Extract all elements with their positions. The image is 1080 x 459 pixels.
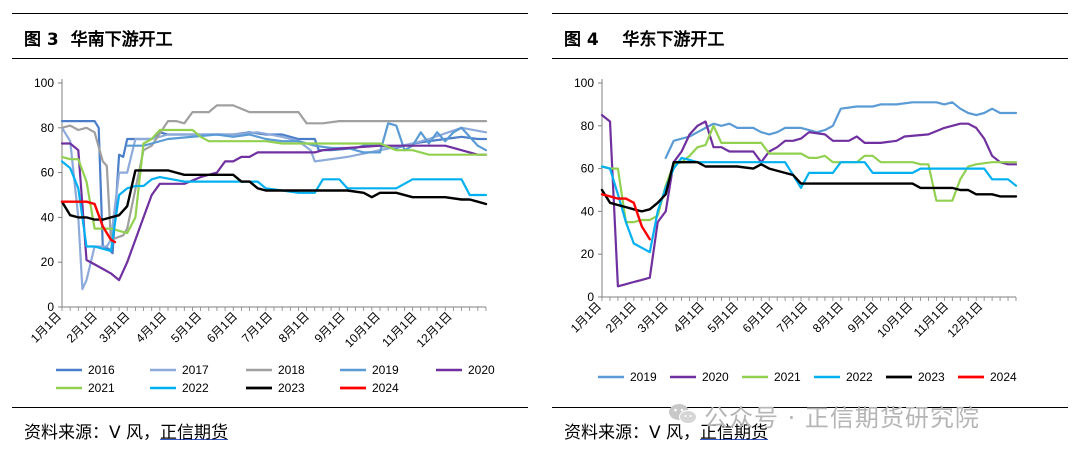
watermark-text: 公众号 · 正信期货研究院 [704,398,980,433]
legend-label-2024: 2024 [990,370,1017,384]
y-tick-label: 60 [41,166,55,180]
y-tick-label: 20 [581,247,595,261]
x-tick-label: 3月1日 [96,309,132,345]
legend-label-2024: 2024 [372,381,399,395]
series-line-2018 [60,104,488,241]
left-top-rule [12,13,528,14]
left-chart-panel: 图 3 华南下游开工 0 20 40 60 80 100 1月1日 2月1日 3月1日 4月1日 5… [12,13,528,443]
right-source-prefix: 资料来源：V 风， [564,423,701,443]
series-line-2022 [600,156,1018,254]
x-tick-label: 4月1日 [133,309,169,345]
x-tick-label: 2月1日 [64,309,100,345]
legend-label-2022: 2022 [846,370,873,384]
y-tick-label: 40 [41,210,55,224]
y-tick-label: 80 [581,119,595,133]
x-tick-label: 5月1日 [705,299,741,335]
right-title-rule [552,58,1068,59]
y-tick-label: 0 [587,290,594,304]
x-tick-label: 5月1日 [168,309,204,345]
left-source-prefix: 资料来源：V 风， [24,423,161,443]
right-figure-title: 图 4 华东下游开工 [564,30,725,50]
x-tick-label: 10月1日 [342,309,383,350]
legend-label-2019: 2019 [630,370,657,384]
series-line-2024 [60,200,117,244]
x-tick-label: 7月1日 [239,309,275,345]
right-source-link: 正信期货 [700,423,769,443]
y-tick-label: 60 [581,162,595,176]
left-bottom-rule [12,407,528,408]
x-tick-label: 1月1日 [28,309,64,345]
y-tick-label: 0 [47,300,54,314]
x-tick-label: 7月1日 [774,299,810,335]
x-tick-label: 1月1日 [568,299,604,335]
x-tick-label: 11月1日 [911,299,951,339]
watermark-label: 公众号 · 正信期货研究院 [704,404,980,432]
x-tick-label: 12月1日 [944,299,985,340]
legend-label-2021: 2021 [774,370,801,384]
series-line-2023 [600,161,1018,213]
wechat-icon [669,404,697,424]
x-tick-label: 3月1日 [635,299,671,335]
series-line-2020 [60,142,488,282]
legend-label-2023: 2023 [278,381,305,395]
x-tick-label: 10月1日 [874,299,915,340]
legend-label-2022: 2022 [182,381,209,395]
x-tick-label: 6月1日 [740,299,776,335]
legend-label-2020: 2020 [468,363,495,377]
y-tick-label: 20 [41,255,55,269]
x-tick-label: 8月1日 [276,309,312,345]
right-bottom-rule [552,407,1068,408]
series-line-2023 [60,169,488,221]
legend-label-2020: 2020 [702,370,729,384]
x-tick-label: 8月1日 [810,299,846,335]
legend-label-2023: 2023 [918,370,945,384]
y-tick-label: 40 [581,204,595,218]
series-line-2024 [600,193,651,241]
series-line-2020 [600,114,1018,288]
series-line-2019 [664,101,1018,159]
right-source-note: 资料来源：V 风，正信期货 [564,418,768,443]
y-tick-label: 100 [574,76,594,90]
series-line-2021 [60,128,488,235]
legend-label-2019: 2019 [372,363,399,377]
x-tick-label: 12月1日 [414,309,455,350]
left-source-link: 正信期货 [160,423,229,443]
right-chart-panel: 图 4 华东下游开工 0 20 40 60 80 100 1月1日 2月1日 3月1日 4月1日 5… [540,0,1080,459]
left-figure-title: 图 3 华南下游开工 [24,30,173,50]
legend-label-2017: 2017 [182,363,209,377]
legend-label-2021: 2021 [88,381,115,395]
left-title-rule [12,58,528,59]
legend-label-2016: 2016 [88,363,115,377]
x-tick-label: 4月1日 [671,299,707,335]
right-top-rule [552,13,1068,14]
left-source-note: 资料来源：V 风，正信期货 [24,418,228,443]
series-line-2022 [60,160,488,253]
y-tick-label: 100 [34,76,54,90]
legend-label-2018: 2018 [278,363,305,377]
x-tick-label: 6月1日 [204,309,240,345]
x-tick-label: 11月1日 [379,309,419,349]
y-tick-label: 80 [41,121,55,135]
x-tick-label: 2月1日 [603,299,639,335]
